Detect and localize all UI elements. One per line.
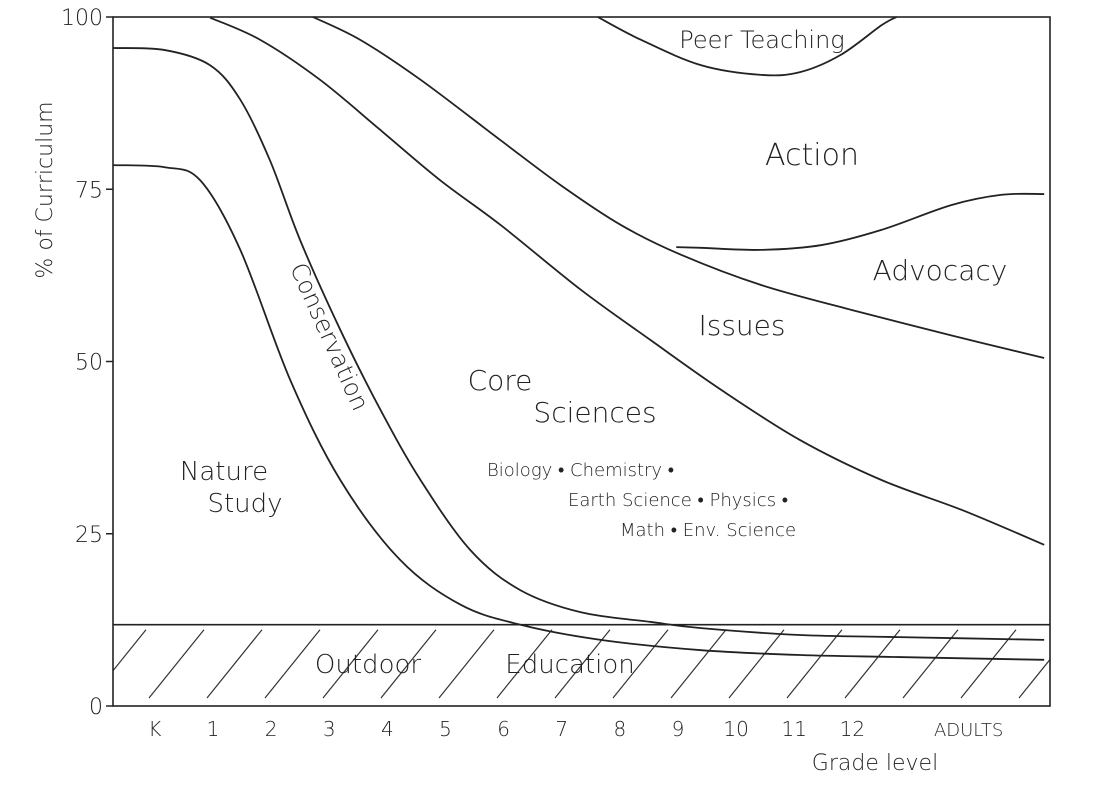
boundary-peer-teaching-lower	[597, 16, 897, 77]
y-axis-ticks: 0 25 50 75 100	[61, 6, 113, 720]
hatch-stroke	[322, 629, 379, 699]
x-tick-label: 12	[840, 717, 865, 741]
boundary-nature-study-upper	[112, 164, 1045, 661]
x-tick-label: 9	[672, 717, 685, 741]
x-tick-label: 5	[439, 717, 452, 741]
hatch-stroke	[496, 629, 553, 699]
hatch-stroke	[148, 629, 205, 699]
hatch-stroke	[670, 629, 727, 699]
label-advocacy: Advocacy	[873, 254, 1008, 287]
label-action: Action	[765, 138, 859, 173]
x-tick-label: 8	[613, 717, 626, 741]
hatch-stroke	[902, 629, 959, 699]
hatch-stroke	[113, 629, 147, 672]
label-conservation: Conservation	[284, 259, 374, 415]
label-sciences: Sciences	[533, 396, 656, 429]
hatch-stroke	[264, 629, 321, 699]
boundary-advocacy-upper	[676, 192, 1045, 251]
y-tick-label: 0	[89, 695, 103, 720]
x-axis-label: Grade level	[812, 751, 938, 776]
y-axis-label: % of Curriculum	[33, 101, 58, 278]
x-tick-label: ADULTS	[934, 720, 1003, 741]
plot-frame	[112, 16, 1051, 707]
outdoor-education-hatching	[33, 629, 1114, 699]
label-peer-teaching: Peer Teaching	[679, 26, 844, 54]
hatch-stroke	[844, 629, 901, 699]
label-outdoor: Outdoor	[315, 650, 421, 680]
label-education: Education	[505, 650, 634, 680]
x-tick-label: 3	[323, 717, 336, 741]
x-tick-label: 11	[782, 717, 807, 741]
hatch-stroke	[786, 629, 843, 699]
hatch-stroke	[1018, 658, 1050, 699]
boundary-curves	[112, 16, 1045, 661]
hatch-stroke	[438, 629, 495, 699]
x-tick-label: 2	[265, 717, 278, 741]
label-study: Study	[207, 489, 282, 519]
x-tick-label: 6	[497, 717, 510, 741]
x-axis-ticks: K 1 2 3 4 5 6 7 8 9 10 11 12 ADULTS	[148, 717, 1003, 741]
hatch-stroke	[728, 629, 785, 699]
annotation-line-2: Earth Science • Physics •	[568, 490, 788, 511]
boundary-issues-upper	[312, 16, 1045, 359]
x-tick-label: 1	[207, 717, 220, 741]
label-nature: Nature	[180, 457, 268, 487]
annotation-line-1: Biology • Chemistry •	[487, 460, 674, 481]
hatch-stroke	[33, 630, 88, 698]
boundary-conservation-upper	[112, 47, 1045, 641]
annotation-line-3: Math • Env. Science	[620, 520, 796, 541]
x-tick-label: K	[148, 717, 161, 741]
label-issues: Issues	[699, 309, 786, 342]
y-tick-label: 25	[75, 523, 103, 548]
hatch-stroke	[1077, 630, 1114, 698]
y-tick-label: 50	[75, 351, 103, 376]
y-tick-label: 100	[61, 6, 103, 31]
x-tick-label: 7	[555, 717, 568, 741]
hatch-stroke	[960, 629, 1017, 699]
label-core: Core	[468, 364, 533, 397]
x-tick-label: 10	[723, 717, 748, 741]
x-tick-label: 4	[381, 717, 394, 741]
hatch-stroke	[206, 629, 263, 699]
hatch-stroke	[380, 629, 437, 699]
hatch-stroke	[554, 629, 611, 699]
boundary-core-sciences-upper	[209, 16, 1045, 546]
y-tick-label: 75	[75, 178, 103, 203]
hatch-stroke	[612, 629, 669, 699]
